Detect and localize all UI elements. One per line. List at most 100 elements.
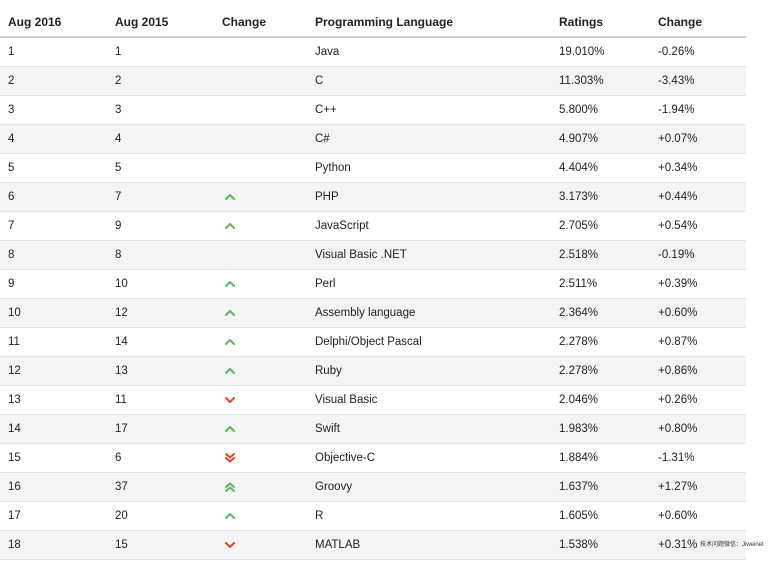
chevron-down-icon — [222, 386, 238, 414]
rank-cell: 16 — [8, 481, 21, 493]
table-header-row: Aug 2016 Aug 2015 Change Programming Lan… — [0, 8, 746, 38]
previous-rank-cell: 37 — [115, 481, 128, 493]
change-percent-cell: +0.34% — [658, 162, 698, 174]
change-percent-cell: +0.54% — [658, 220, 698, 232]
change-percent-cell: +0.87% — [658, 336, 698, 348]
language-cell: Ruby — [315, 365, 342, 377]
header-change-percent: Change — [658, 15, 703, 29]
table-row: 8 8 Visual Basic .NET 2.518% -0.19% — [0, 241, 746, 270]
rank-cell: 8 — [8, 249, 15, 261]
rating-cell: 1.884% — [559, 452, 599, 464]
language-cell: Java — [315, 46, 340, 58]
rating-cell: 19.010% — [559, 46, 605, 58]
language-cell: Visual Basic — [315, 394, 378, 406]
rank-cell: 14 — [8, 423, 21, 435]
rank-cell: 15 — [8, 452, 21, 464]
table-row: 13 11 Visual Basic 2.046% +0.26% — [0, 386, 746, 415]
table-row: 16 37 Groovy 1.637% +1.27% — [0, 473, 746, 502]
tiobe-ranking-table: Aug 2016 Aug 2015 Change Programming Lan… — [0, 8, 746, 560]
table-row: 12 13 Ruby 2.278% +0.86% — [0, 357, 746, 386]
chevron-up-icon — [222, 357, 238, 385]
previous-rank-cell: 1 — [115, 46, 122, 58]
rank-cell: 12 — [8, 365, 21, 377]
previous-rank-cell: 3 — [115, 104, 122, 116]
change-percent-cell: +0.07% — [658, 133, 698, 145]
rating-cell: 2.518% — [559, 249, 599, 261]
rating-cell: 4.907% — [559, 133, 599, 145]
previous-rank-cell: 8 — [115, 249, 122, 261]
chevron-up-icon — [222, 270, 238, 298]
double-chevron-down-icon — [222, 444, 238, 472]
rating-cell: 2.705% — [559, 220, 599, 232]
rating-cell: 1.538% — [559, 539, 599, 551]
table-row: 9 10 Perl 2.511% +0.39% — [0, 270, 746, 299]
change-percent-cell: +0.44% — [658, 191, 698, 203]
change-percent-cell: +0.26% — [658, 394, 698, 406]
chevron-up-icon — [222, 328, 238, 356]
language-cell: Objective-C — [315, 452, 376, 464]
chevron-up-icon — [222, 299, 238, 327]
rank-cell: 17 — [8, 510, 21, 522]
change-percent-cell: -1.94% — [658, 104, 695, 116]
rating-cell: 1.983% — [559, 423, 599, 435]
table-row: 3 3 C++ 5.800% -1.94% — [0, 96, 746, 125]
header-programming-language: Programming Language — [315, 15, 454, 29]
rating-cell: 2.364% — [559, 307, 599, 319]
language-cell: Assembly language — [315, 307, 416, 319]
language-cell: JavaScript — [315, 220, 369, 232]
change-percent-cell: +0.86% — [658, 365, 698, 377]
rating-cell: 5.800% — [559, 104, 599, 116]
previous-rank-cell: 13 — [115, 365, 128, 377]
previous-rank-cell: 11 — [115, 394, 127, 406]
header-aug-2015: Aug 2015 — [115, 15, 169, 29]
previous-rank-cell: 10 — [115, 278, 128, 290]
table-row: 17 20 R 1.605% +0.60% — [0, 502, 746, 531]
change-percent-cell: -1.31% — [658, 452, 695, 464]
rating-cell: 2.511% — [559, 278, 598, 290]
language-cell: MATLAB — [315, 539, 361, 551]
change-percent-cell: +0.39% — [658, 278, 698, 290]
previous-rank-cell: 15 — [115, 539, 128, 551]
chevron-up-icon — [222, 415, 238, 443]
rank-cell: 11 — [8, 336, 20, 348]
rating-cell: 4.404% — [559, 162, 599, 174]
rating-cell: 2.278% — [559, 336, 599, 348]
previous-rank-cell: 20 — [115, 510, 128, 522]
previous-rank-cell: 12 — [115, 307, 128, 319]
header-ratings: Ratings — [559, 15, 604, 29]
language-cell: Perl — [315, 278, 336, 290]
rank-cell: 9 — [8, 278, 15, 290]
previous-rank-cell: 5 — [115, 162, 122, 174]
table-row: 10 12 Assembly language 2.364% +0.60% — [0, 299, 746, 328]
language-cell: Groovy — [315, 481, 353, 493]
previous-rank-cell: 17 — [115, 423, 128, 435]
table-row: 6 7 PHP 3.173% +0.44% — [0, 183, 746, 212]
table-row: 4 4 C# 4.907% +0.07% — [0, 125, 746, 154]
rating-cell: 1.637% — [559, 481, 599, 493]
table-row: 14 17 Swift 1.983% +0.80% — [0, 415, 746, 444]
change-percent-cell: +0.80% — [658, 423, 698, 435]
rank-cell: 18 — [8, 539, 21, 551]
rating-cell: 1.605% — [559, 510, 599, 522]
rank-cell: 7 — [8, 220, 15, 232]
table-row: 1 1 Java 19.010% -0.26% — [0, 38, 746, 67]
change-percent-cell: -0.19% — [658, 249, 695, 261]
table-row: 2 2 C 11.303% -3.43% — [0, 67, 746, 96]
change-percent-cell: +0.31% — [658, 539, 698, 551]
table-row: 5 5 Python 4.404% +0.34% — [0, 154, 746, 183]
chevron-up-icon — [222, 183, 238, 211]
rank-cell: 3 — [8, 104, 15, 116]
language-cell: C — [315, 75, 324, 87]
language-cell: Swift — [315, 423, 340, 435]
previous-rank-cell: 4 — [115, 133, 122, 145]
language-cell: Python — [315, 162, 351, 174]
rank-cell: 13 — [8, 394, 21, 406]
header-aug-2016: Aug 2016 — [8, 15, 62, 29]
rank-cell: 10 — [8, 307, 21, 319]
language-cell: R — [315, 510, 324, 522]
rank-cell: 5 — [8, 162, 15, 174]
chevron-up-icon — [222, 502, 238, 530]
language-cell: Visual Basic .NET — [315, 249, 407, 261]
header-change-icon: Change — [222, 15, 267, 29]
change-percent-cell: +1.27% — [658, 481, 698, 493]
